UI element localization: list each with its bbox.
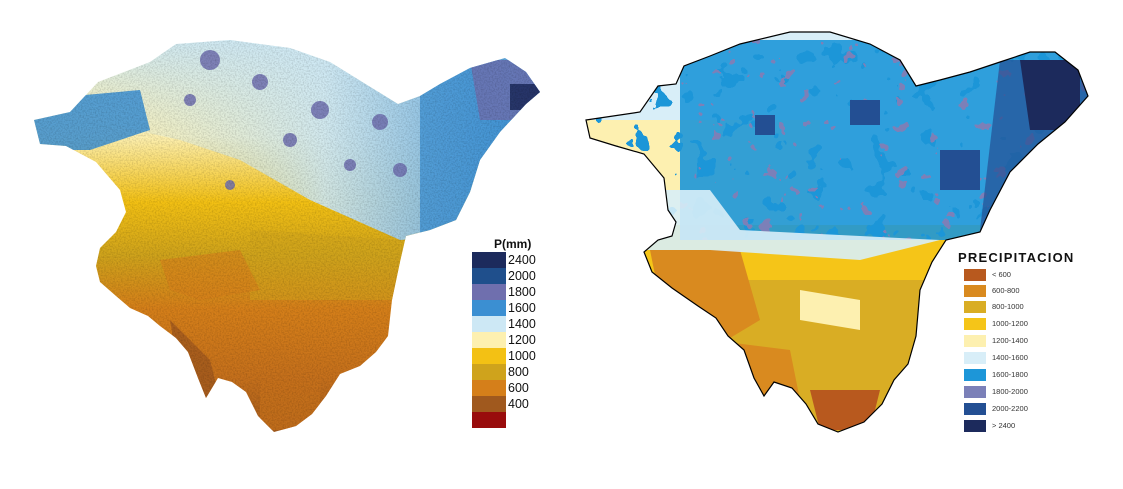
legend-left-item: 2000: [472, 268, 562, 284]
legend-swatch: [964, 318, 986, 330]
legend-swatch: [964, 403, 986, 415]
legend-swatch: [472, 396, 506, 412]
precipitation-map-right: [585, 31, 1089, 433]
legend-swatch: [472, 252, 506, 268]
legend-right-item: 1200-1400: [964, 335, 1094, 347]
legend-left-item: 1600: [472, 300, 562, 316]
legend-left-item: 400: [472, 396, 562, 412]
legend-left-item: 1200: [472, 332, 562, 348]
legend-left-item: 1000: [472, 348, 562, 364]
legend-right-item: < 600: [964, 269, 1094, 281]
legend-right-item: 1600-1800: [964, 369, 1094, 381]
legend-left-item: 2400: [472, 252, 562, 268]
legend-left-item: 1800: [472, 284, 562, 300]
legend-right-item: 1400-1600: [964, 352, 1094, 364]
legend-right-item: 600-800: [964, 285, 1094, 297]
legend-swatch: [964, 420, 986, 432]
legend-left-item: 600: [472, 380, 562, 396]
legend-swatch: [472, 332, 506, 348]
legend-swatch: [964, 386, 986, 398]
legend-right-item: 2000-2200: [964, 403, 1094, 415]
legend-swatch: [964, 352, 986, 364]
legend-right-item: 800-1000: [964, 301, 1094, 313]
legend-right-item: 1000-1200: [964, 318, 1094, 330]
legend-swatch: [472, 268, 506, 284]
legend-swatch: [472, 348, 506, 364]
legend-swatch: [964, 285, 986, 297]
legend-left-item: 800: [472, 364, 562, 380]
legend-swatch: [472, 364, 506, 380]
legend-swatch: [472, 300, 506, 316]
legend-swatch: [964, 369, 986, 381]
territory-border: [585, 31, 1089, 433]
legend-left-item: 1400: [472, 316, 562, 332]
legend-right-title: PRECIPITACION: [958, 250, 1075, 265]
legend-right-item: 1800-2000: [964, 386, 1094, 398]
legend-left-title: P(mm): [494, 237, 532, 251]
legend-left-item: [472, 412, 562, 428]
legend-right-item: > 2400: [964, 420, 1094, 432]
legend-swatch: [964, 301, 986, 313]
legend-swatch: [964, 269, 986, 281]
legend-swatch: [472, 412, 506, 428]
legend-swatch: [472, 284, 506, 300]
legend-swatch: [472, 380, 506, 396]
legend-swatch: [472, 316, 506, 332]
legend-swatch: [964, 335, 986, 347]
precipitation-map-left: [34, 40, 540, 432]
